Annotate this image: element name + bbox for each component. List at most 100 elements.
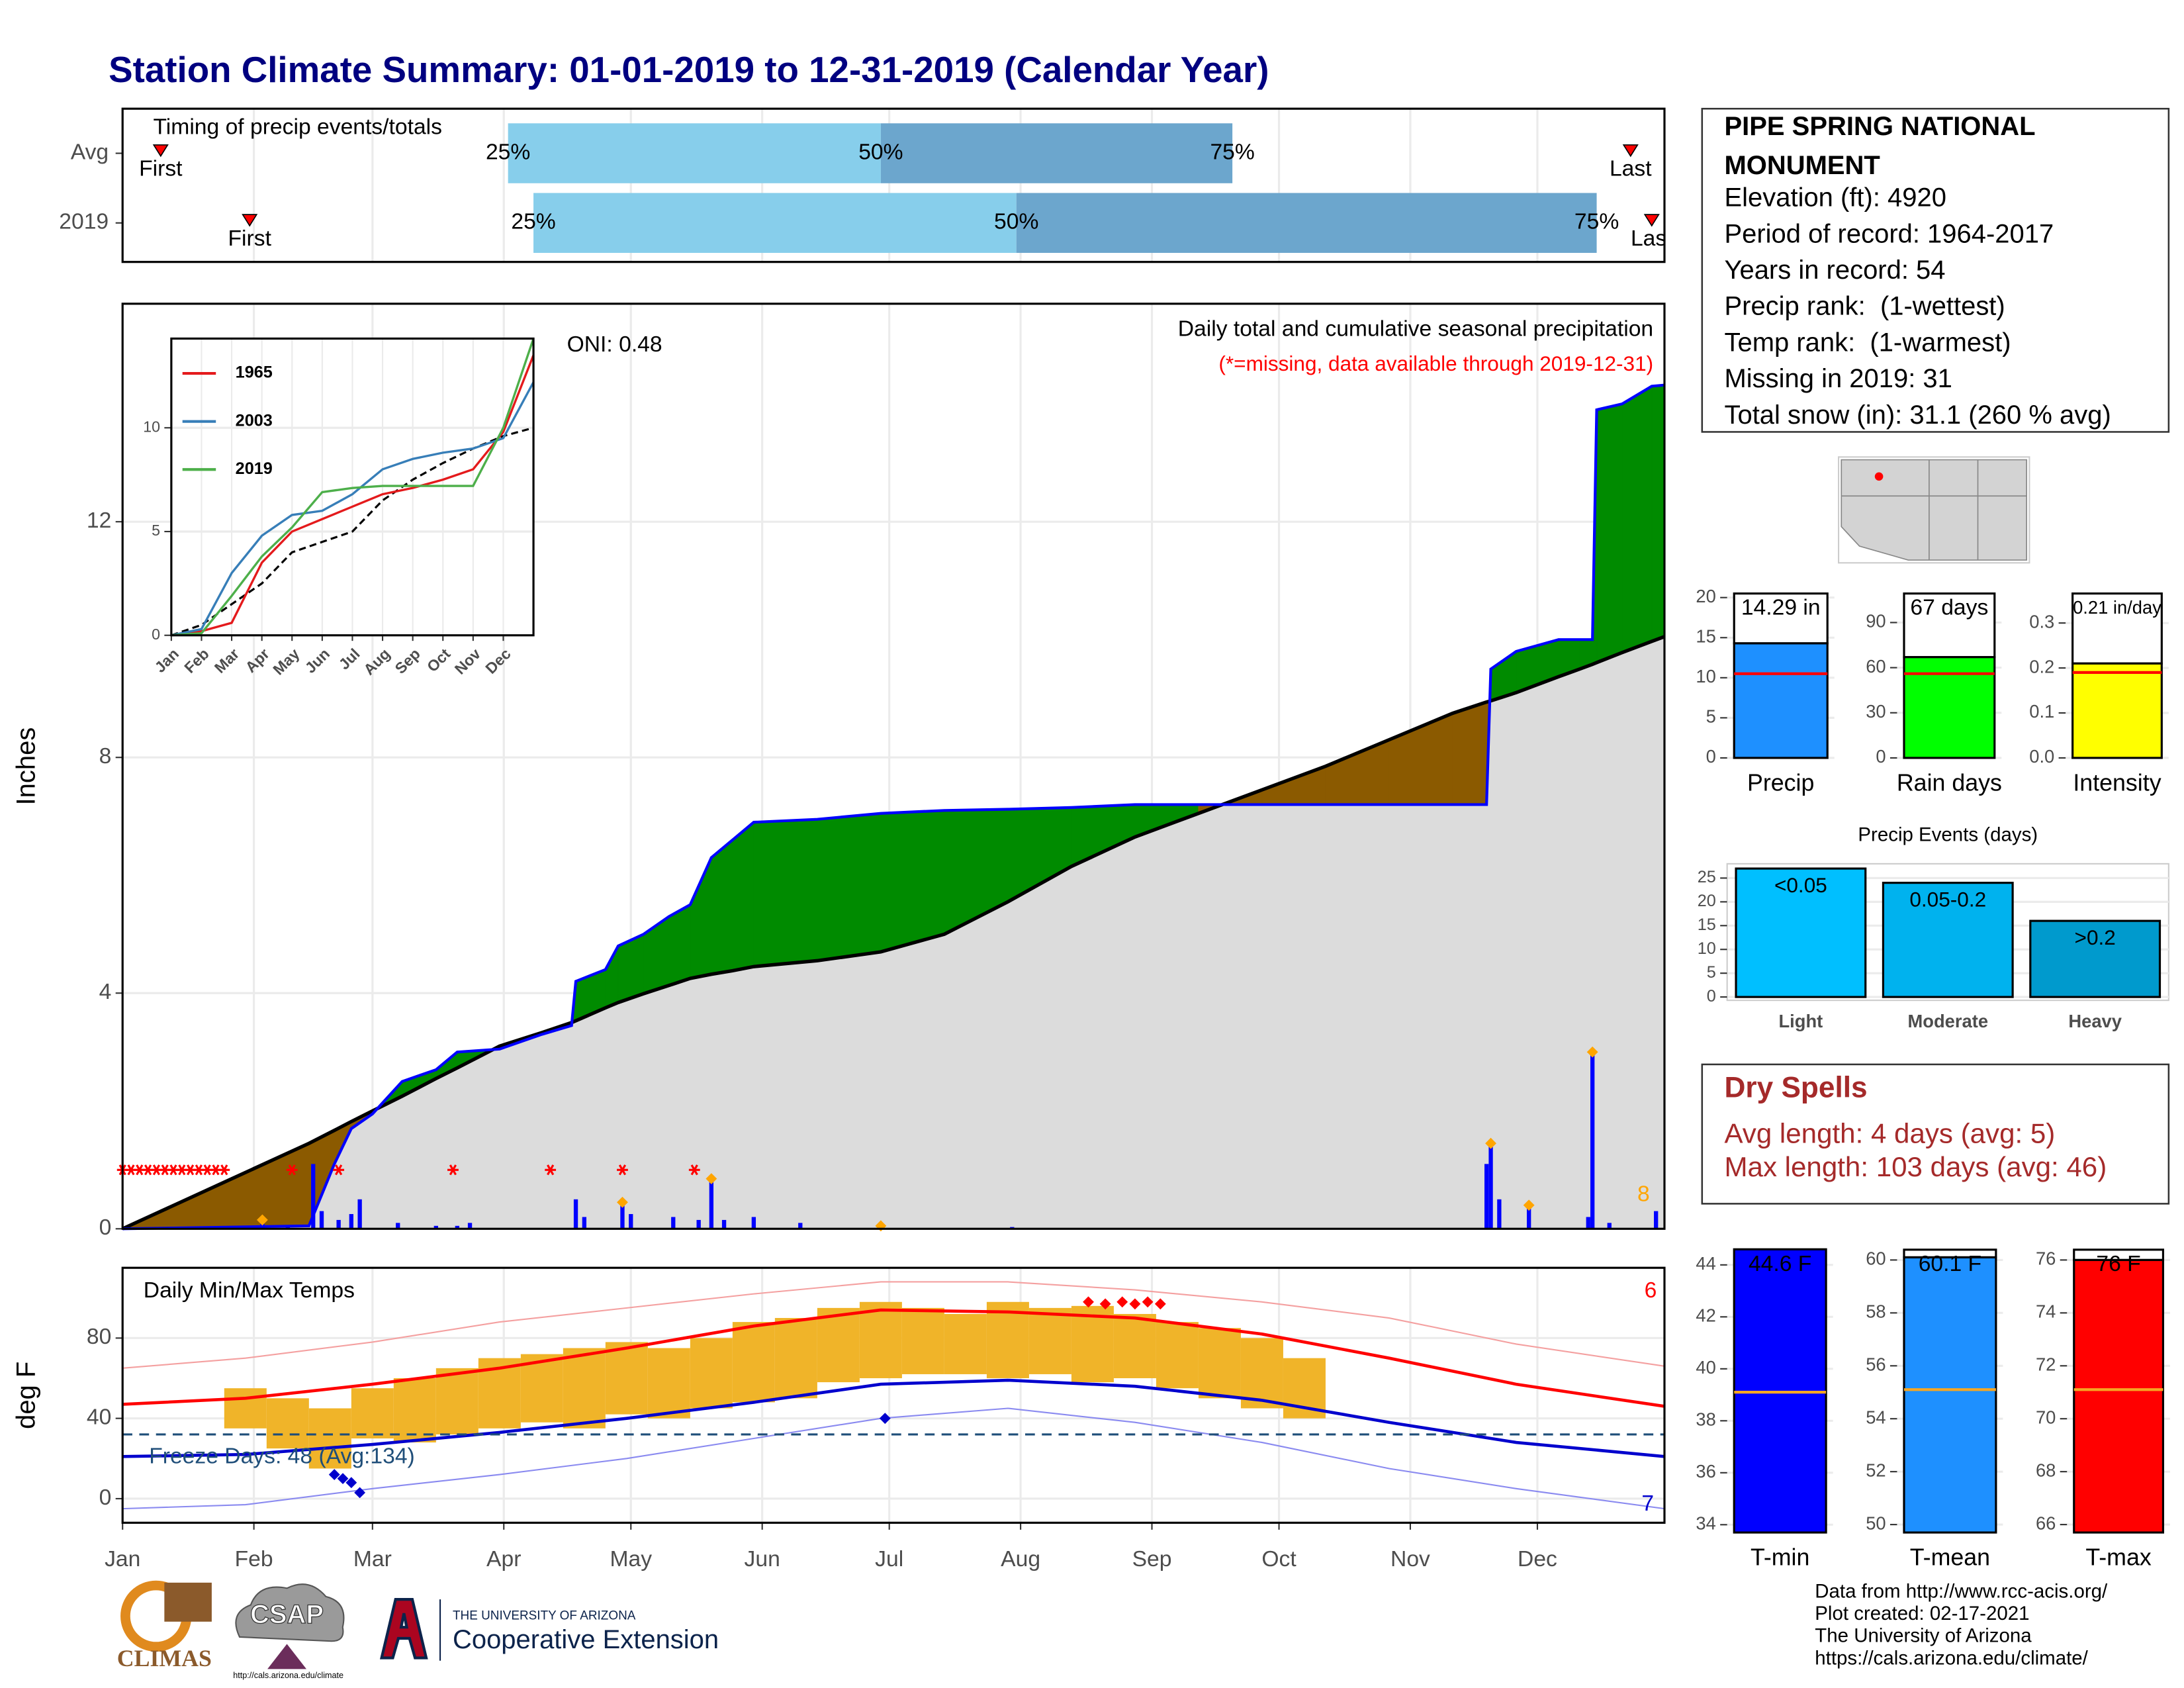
x-tick-label: Mar	[353, 1547, 392, 1571]
logo-shape	[235, 1583, 345, 1642]
y-tick-label: 60	[1866, 1248, 1886, 1269]
departure-area	[732, 821, 754, 972]
dry-spells-title: Dry Spells	[1724, 1072, 1867, 1104]
csap-logo: CSAP http://cals.arizona.edu/climate	[233, 1583, 345, 1680]
daily-range-bar	[647, 1348, 690, 1419]
station-line: Missing in 2019: 31	[1724, 364, 1952, 393]
event-label: Last	[1610, 157, 1652, 181]
y-tick-label: 66	[2036, 1513, 2056, 1533]
daily-bar	[319, 1211, 324, 1229]
record-high-count: 6	[1645, 1278, 1657, 1303]
y-tick-label: 0	[1706, 746, 1716, 767]
daily-bar	[1586, 1217, 1590, 1229]
event-marker	[1622, 144, 1639, 158]
snow-marker	[1485, 1137, 1496, 1149]
y-tick-label: 42	[1696, 1305, 1715, 1326]
departure-area	[1452, 701, 1487, 805]
x-tick-label: May	[610, 1547, 652, 1571]
quartile-bar	[508, 123, 881, 183]
y-tick-label: 10	[143, 418, 160, 435]
footer-line: https://cals.arizona.edu/climate/	[1815, 1647, 2088, 1669]
chart-subtitle: Daily total and cumulative seasonal prec…	[1178, 317, 1653, 342]
daily-bar	[573, 1199, 578, 1229]
daily-range-bar	[1156, 1322, 1199, 1389]
daily-bar	[1607, 1223, 1612, 1229]
value-label: 60.1 F	[1919, 1252, 1981, 1276]
y-tick-label: 30	[1866, 701, 1886, 722]
y-tick-label: 0.1	[2029, 701, 2054, 722]
category-label: Heavy	[2068, 1011, 2122, 1031]
y-tick-label: 0.2	[2029, 656, 2054, 677]
dry-spells-line: Avg length: 4 days (avg: 5)	[1724, 1117, 2055, 1149]
event-label: First	[139, 157, 183, 181]
y-tick-label: 44	[1696, 1253, 1715, 1274]
logo-text: Cooperative Extension	[453, 1625, 719, 1654]
daily-range-bar	[1071, 1305, 1114, 1383]
snow-marker	[257, 1214, 268, 1226]
missing-marker	[333, 1164, 345, 1176]
y-tick-label: 0	[152, 626, 160, 643]
y-tick-label: 40	[1696, 1357, 1715, 1378]
footer-line: Plot created: 02-17-2021	[1815, 1603, 2029, 1624]
value-label: 14.29 in	[1741, 596, 1821, 620]
x-tick-label: Oct	[1261, 1547, 1297, 1571]
y-tick-label: 74	[2036, 1301, 2056, 1322]
daily-bar	[467, 1223, 473, 1229]
logo-text: CLIMAS	[117, 1645, 212, 1671]
footer-line: The University of Arizona	[1815, 1625, 2032, 1647]
daily-bar	[1527, 1208, 1531, 1229]
y-tick-label: 52	[1866, 1460, 1886, 1480]
x-tick-label: Jun	[745, 1547, 780, 1571]
y-tick-label: 54	[1866, 1407, 1886, 1427]
y-tick-label: 34	[1696, 1513, 1715, 1534]
y-axis-label: deg F	[12, 1362, 41, 1429]
y-tick-label: 38	[1696, 1409, 1715, 1430]
y-tick-label: 0.3	[2029, 611, 2054, 632]
station-line: Total snow (in): 31.1 (260 % avg)	[1724, 400, 2111, 430]
record-marker	[354, 1487, 366, 1499]
daily-bar	[1654, 1211, 1659, 1229]
quartile-label: 25%	[486, 140, 530, 164]
daily-range-bar	[901, 1307, 944, 1374]
y-tick-label: 15	[1696, 626, 1715, 646]
bar-label: 0.05-0.2	[1909, 887, 1986, 911]
bar	[2073, 1258, 2165, 1534]
departure-area	[880, 810, 945, 953]
quartile-label: 75%	[1210, 140, 1254, 164]
category-label: T-min	[1751, 1544, 1809, 1571]
quartile-label: 25%	[511, 210, 555, 234]
y-tick-label: 68	[2036, 1460, 2056, 1480]
daily-range-bar	[224, 1388, 267, 1429]
chart-title: Precip Events (days)	[1858, 824, 2038, 846]
value-label: 76 F	[2096, 1252, 2140, 1276]
daily-bar	[1484, 1164, 1489, 1229]
category-label: Intensity	[2073, 769, 2161, 796]
station-line: Elevation (ft): 4920	[1724, 183, 1946, 212]
daily-bar	[285, 1225, 290, 1229]
station-line: Period of record: 1964-2017	[1724, 219, 2054, 248]
snow-annotation: 8	[1637, 1182, 1650, 1207]
dry-spells-box	[1701, 1063, 2170, 1205]
value-label: 67 days	[1910, 596, 1988, 620]
y-tick-label: 72	[2036, 1354, 2056, 1375]
y-tick-label: 50	[1866, 1513, 1886, 1533]
daily-range-bar	[435, 1368, 478, 1434]
daily-bar	[620, 1205, 625, 1229]
logo-text: http://cals.arizona.edu/climate	[233, 1671, 343, 1680]
bar-label: <0.05	[1774, 873, 1827, 897]
plot-frame	[121, 1266, 1666, 1524]
bar	[1735, 867, 1867, 998]
daily-range-bar	[986, 1301, 1029, 1379]
y-tick-label: 0	[1876, 746, 1886, 767]
chart-title: Daily Min/Max Temps	[144, 1278, 355, 1303]
station-box	[1701, 107, 2170, 433]
daily-range-bar	[774, 1318, 817, 1399]
x-tick-label: Sep	[1132, 1547, 1172, 1571]
departure-area	[668, 904, 691, 986]
row-label: 2019	[59, 210, 109, 234]
timing-title: Timing of precip events/totals	[154, 115, 442, 140]
daily-bar	[798, 1223, 803, 1229]
event-marker	[1643, 214, 1660, 227]
bar	[1733, 642, 1829, 759]
